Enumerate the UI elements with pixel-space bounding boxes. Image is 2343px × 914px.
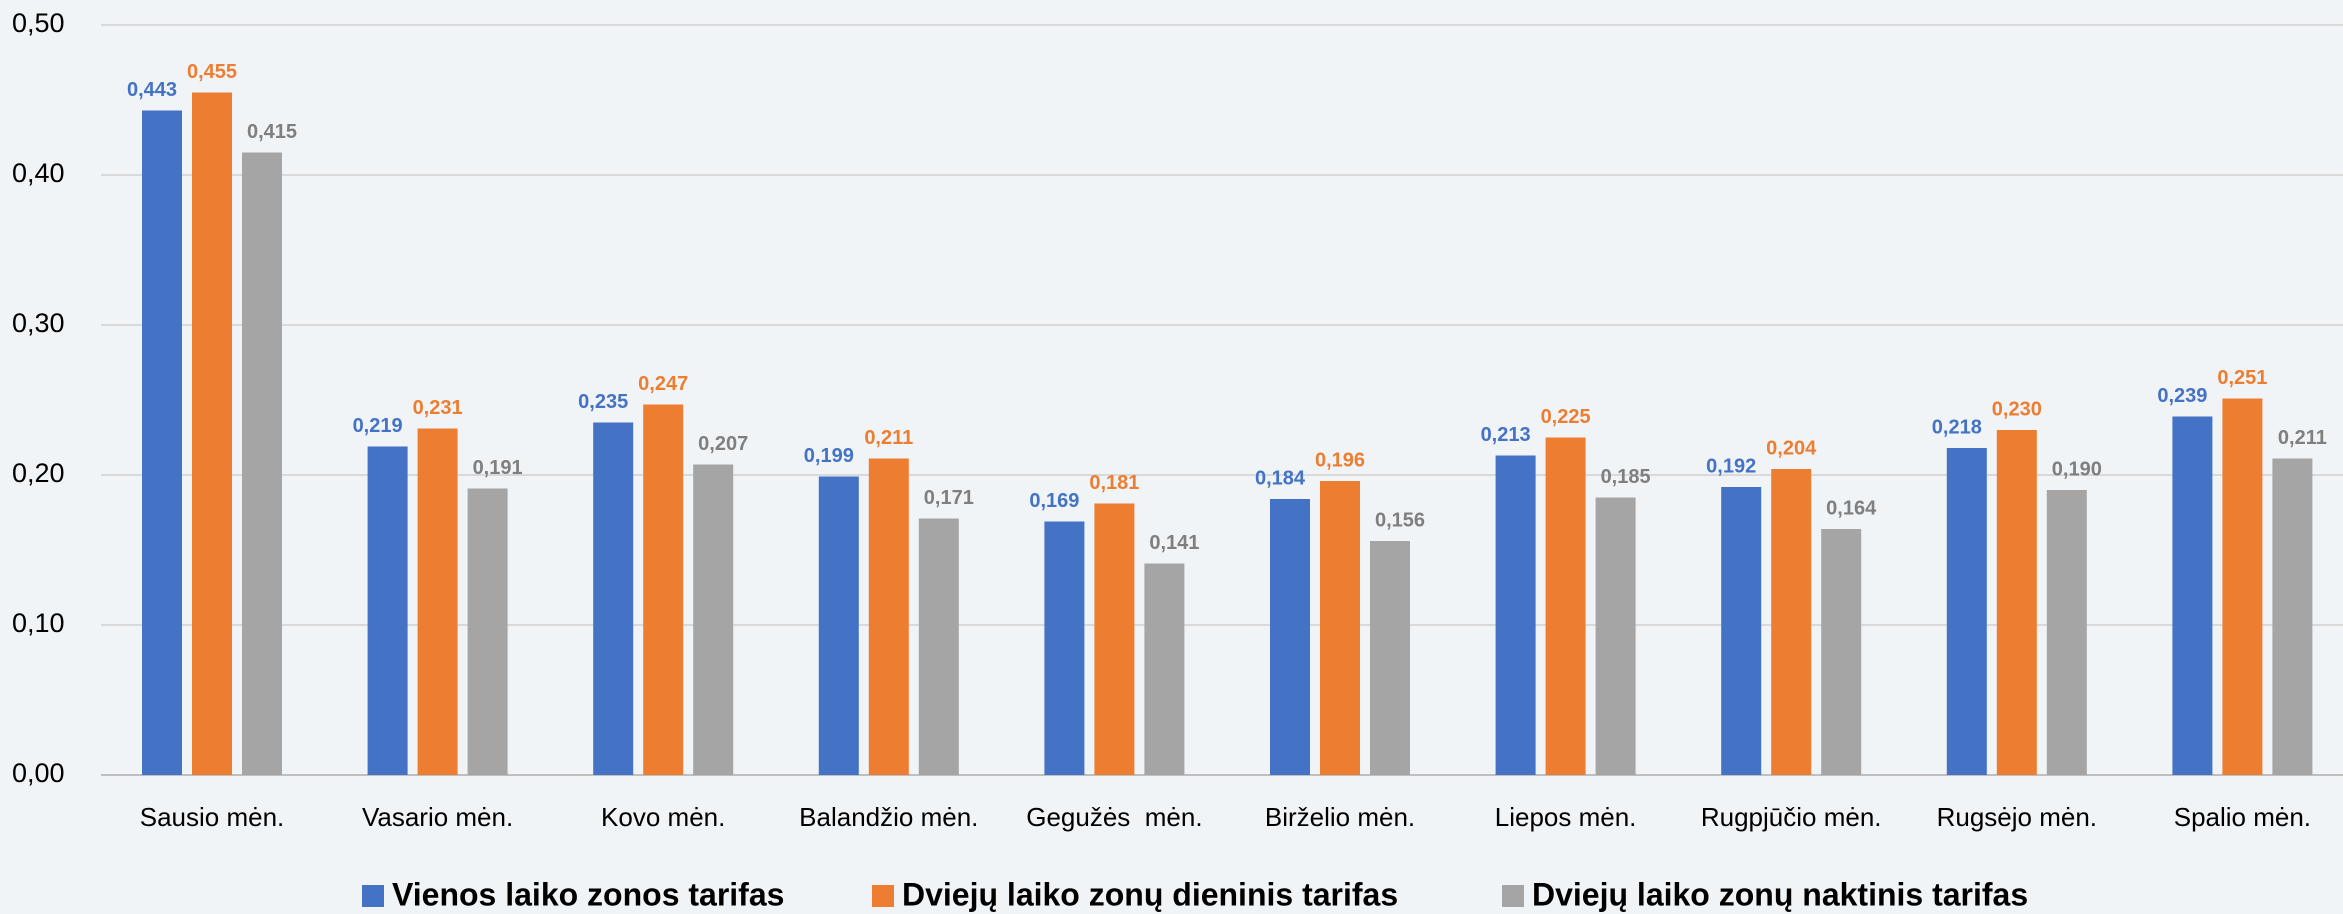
value-label: 0,192: [1706, 455, 1756, 477]
value-label: 0,455: [187, 61, 237, 83]
x-tick-label: Rugsėjo mėn.: [1937, 802, 2097, 832]
legend-label: Dviejų laiko zonų naktinis tarifas: [1532, 876, 2028, 912]
legend-swatch: [872, 885, 894, 907]
bar: [1996, 430, 2037, 775]
bar: [1270, 499, 1310, 775]
bar: [2172, 416, 2213, 775]
bar: [242, 152, 282, 775]
value-label: 0,230: [1992, 398, 2042, 420]
y-tick-label: 0,00: [12, 758, 65, 788]
bar: [367, 446, 408, 775]
bar: [1370, 541, 1410, 775]
value-label: 0,251: [2217, 367, 2267, 389]
value-label: 0,415: [247, 121, 297, 143]
bar: [192, 92, 232, 775]
value-label: 0,156: [1375, 509, 1425, 531]
y-tick-label: 0,10: [12, 608, 65, 638]
x-tick-label: Spalio mėn.: [2174, 802, 2311, 832]
y-tick-label: 0,20: [12, 458, 65, 488]
value-label: 0,184: [1255, 467, 1306, 489]
bar: [467, 488, 508, 775]
x-tick-label: Liepos mėn.: [1495, 802, 1637, 832]
value-label: 0,164: [1826, 497, 1877, 519]
value-label: 0,196: [1315, 449, 1365, 471]
value-label: 0,171: [924, 487, 974, 509]
bar: [2222, 398, 2263, 775]
value-label: 0,169: [1029, 490, 1079, 512]
bar: [1771, 469, 1812, 775]
bar: [417, 428, 458, 775]
value-label: 0,239: [2157, 385, 2207, 407]
bar: [1721, 487, 1762, 775]
bar: [1320, 481, 1360, 775]
bar: [693, 464, 734, 775]
bar: [918, 518, 959, 775]
value-label: 0,235: [578, 391, 628, 413]
value-label: 0,181: [1089, 472, 1139, 494]
value-label: 0,141: [1149, 532, 1199, 554]
y-tick-label: 0,40: [12, 158, 65, 188]
y-tick-label: 0,30: [12, 308, 65, 338]
value-label: 0,199: [804, 445, 854, 467]
value-label: 0,218: [1932, 416, 1982, 438]
value-label: 0,219: [353, 415, 403, 437]
legend-swatch: [1502, 885, 1524, 907]
value-label: 0,190: [2052, 458, 2102, 480]
x-tick-label: Balandžio mėn.: [799, 802, 978, 832]
x-tick-label: Kovo mėn.: [601, 802, 725, 832]
legend-swatch: [362, 885, 384, 907]
bar: [868, 458, 909, 775]
value-label: 0,213: [1481, 424, 1531, 446]
bar: [593, 422, 634, 775]
value-label: 0,185: [1601, 466, 1651, 488]
bar: [2272, 458, 2313, 775]
y-tick-label: 0,50: [12, 8, 65, 38]
x-tick-label: Birželio mėn.: [1265, 802, 1415, 832]
bar: [1094, 503, 1135, 775]
value-label: 0,191: [473, 457, 523, 479]
value-label: 0,247: [638, 373, 688, 395]
bar: [1495, 455, 1536, 775]
x-tick-label: Sausio mėn.: [140, 802, 285, 832]
bar: [1144, 563, 1185, 775]
value-label: 0,204: [1766, 437, 1817, 459]
bar: [142, 110, 182, 775]
legend-label: Vienos laiko zonos tarifas: [392, 876, 784, 912]
bar: [1821, 529, 1862, 775]
bar: [1545, 437, 1586, 775]
bar: [1044, 521, 1085, 775]
value-label: 0,443: [127, 79, 177, 101]
value-label: 0,225: [1541, 406, 1591, 428]
bar: [818, 476, 859, 775]
bar: [1595, 497, 1636, 775]
value-label: 0,211: [864, 427, 913, 449]
x-tick-label: Gegužės mėn.: [1026, 802, 1202, 832]
x-tick-label: Vasario mėn.: [362, 802, 513, 832]
bar: [2046, 490, 2087, 775]
x-tick-label: Rugpjūčio mėn.: [1701, 802, 1882, 832]
value-label: 0,207: [698, 433, 748, 455]
value-label: 0,211: [2278, 427, 2327, 449]
bar: [643, 404, 684, 775]
bar: [1946, 448, 1987, 775]
legend-label: Dviejų laiko zonų dieninis tarifas: [902, 876, 1398, 912]
value-label: 0,231: [413, 397, 463, 419]
